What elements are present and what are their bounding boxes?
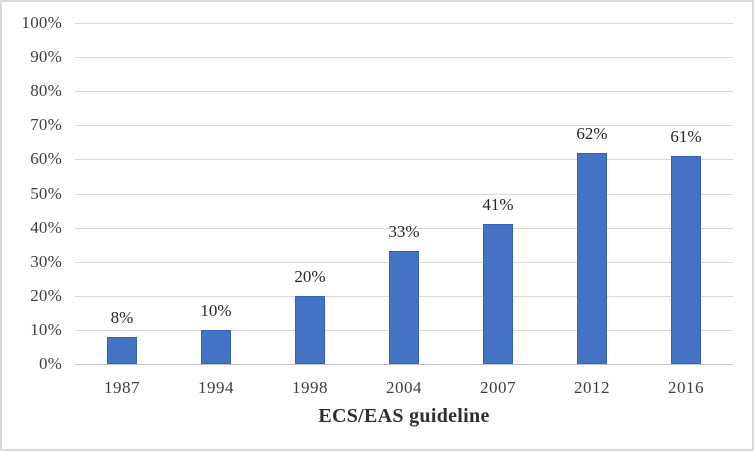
x-axis-tick-label: 2012 xyxy=(574,378,610,397)
bar-slot: 10% xyxy=(169,23,263,364)
bar-value-label: 61% xyxy=(670,127,702,146)
y-axis-tick-label: 30% xyxy=(30,251,62,271)
x-axis-tick-label: 1987 xyxy=(104,378,140,397)
y-axis-tick-label: 100% xyxy=(21,13,62,32)
bar-value-label: 41% xyxy=(482,195,514,215)
bar-1998 xyxy=(295,295,325,364)
bar-value-label: 20% xyxy=(294,266,326,286)
y-axis: 0% 10% 20% 30% 40% 50% 60% 70% 80% 90% 100% xyxy=(2,13,62,373)
x-axis: 1987 1994 1998 2004 2007 2012 2016 xyxy=(75,378,733,400)
x-axis-tick-label: 2007 xyxy=(480,378,516,397)
bar-slot: 33% xyxy=(357,23,451,364)
x-axis-tick-label: 2004 xyxy=(386,378,422,397)
gridline xyxy=(75,193,733,195)
y-axis-tick-label: 90% xyxy=(30,47,62,67)
gridline xyxy=(75,159,733,161)
y-axis-tick-label: 0% xyxy=(38,354,62,373)
y-axis-tick-label: 10% xyxy=(30,319,62,339)
bar-2016 xyxy=(671,156,701,364)
bar-2012 xyxy=(577,152,607,364)
bar-value-label: 8% xyxy=(110,307,134,327)
bar-slot: 41% xyxy=(451,23,545,364)
gridline xyxy=(75,125,733,127)
bar-slot: 61% xyxy=(639,23,733,364)
bar-2007 xyxy=(483,224,513,364)
gridline xyxy=(75,91,733,93)
y-axis-tick-label: 80% xyxy=(30,81,62,101)
bar-1987 xyxy=(107,336,137,364)
bar-slot: 20% xyxy=(263,23,357,364)
bar-slot: 62% xyxy=(545,23,639,364)
bar-2004 xyxy=(389,251,419,364)
x-axis-title: ECS/EAS guideline xyxy=(318,405,490,427)
y-axis-tick-label: 70% xyxy=(30,115,62,135)
bar-value-label: 33% xyxy=(388,222,420,242)
y-axis-tick-label: 40% xyxy=(30,217,62,237)
gridline xyxy=(75,23,733,24)
y-axis-tick-label: 60% xyxy=(30,149,62,169)
bar-1994 xyxy=(201,329,231,364)
gridline xyxy=(75,227,733,229)
bar-value-label: 62% xyxy=(576,123,608,143)
y-axis-tick-label: 50% xyxy=(30,183,62,203)
bar-value-label: 10% xyxy=(200,300,232,320)
x-axis-tick-label: 2016 xyxy=(668,378,704,397)
y-axis-tick-label: 20% xyxy=(30,285,62,305)
plot-area: 8% 10% 20% 33% 41% 62% 61% xyxy=(75,23,733,365)
x-axis-tick-label: 1994 xyxy=(198,378,234,397)
bar-slot: 8% xyxy=(75,23,169,364)
gridline xyxy=(75,57,733,59)
x-axis-tick-label: 1998 xyxy=(292,378,328,397)
x-axis-line xyxy=(75,364,733,365)
